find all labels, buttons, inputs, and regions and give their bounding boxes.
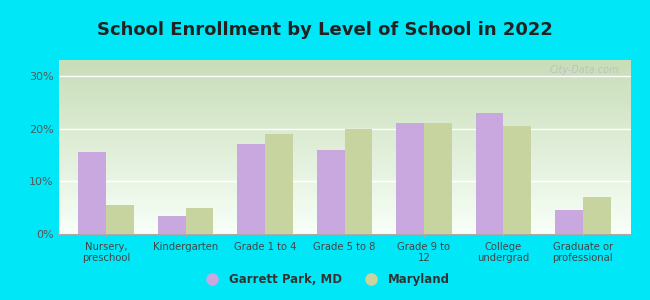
Legend: Garrett Park, MD, Maryland: Garrett Park, MD, Maryland [196, 269, 454, 291]
Text: School Enrollment by Level of School in 2022: School Enrollment by Level of School in … [97, 21, 553, 39]
Bar [79, 152, 106, 234]
Bar [555, 210, 583, 234]
Bar [237, 144, 265, 234]
Bar [106, 205, 134, 234]
Bar [396, 123, 424, 234]
Bar [158, 215, 186, 234]
Bar [424, 123, 452, 234]
Bar [186, 208, 213, 234]
Bar [265, 134, 293, 234]
Bar [583, 197, 610, 234]
Bar [503, 126, 531, 234]
Bar [476, 113, 503, 234]
Bar [317, 150, 345, 234]
Text: City-Data.com: City-Data.com [549, 65, 619, 75]
Bar [344, 128, 372, 234]
